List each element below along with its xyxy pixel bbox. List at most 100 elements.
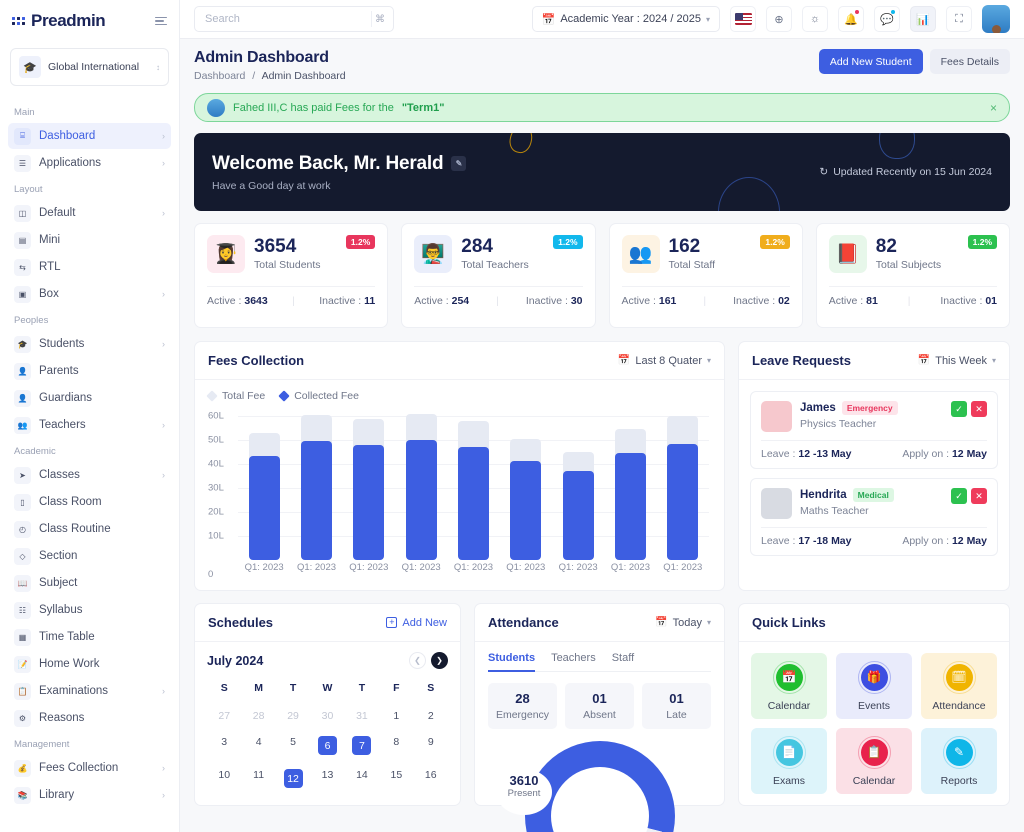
add-new-button[interactable]: ⊕ — [766, 6, 792, 32]
calendar-day[interactable]: 8 — [393, 736, 400, 748]
sidebar-item-class-routine[interactable]: ◴ Class Routine — [8, 516, 171, 542]
calendar-day[interactable]: 31 — [356, 710, 368, 722]
calendar-day[interactable]: 14 — [356, 769, 368, 781]
calendar-day[interactable]: 30 — [321, 710, 334, 722]
fees-period-dropdown[interactable]: 📅 Last 8 Quater ▾ — [618, 355, 711, 367]
quick-link-label: Calendar — [767, 699, 811, 712]
approve-button[interactable]: ✓ — [951, 488, 967, 504]
calendar-day[interactable]: 13 — [321, 769, 334, 781]
bar-group[interactable] — [343, 409, 395, 560]
calendar-day[interactable]: 9 — [427, 736, 434, 748]
bar-group[interactable] — [238, 409, 290, 560]
edit-icon[interactable]: ✎ — [451, 156, 467, 171]
layers-icon: ☰ — [14, 154, 31, 172]
sidebar-item-default[interactable]: ◫ Default › — [8, 200, 171, 226]
calendar-day[interactable]: 5 — [290, 736, 296, 748]
sidebar-item-dashboard[interactable]: ⌸ Dashboard › — [8, 123, 171, 149]
stat-footer: Active : 3643 | Inactive : 11 — [207, 286, 376, 307]
sidebar-item-section[interactable]: ◇ Section — [8, 543, 171, 569]
approve-button[interactable]: ✓ — [951, 401, 967, 417]
sidebar-item-students[interactable]: 🎓 Students › — [8, 331, 171, 357]
refresh-icon: ↻ — [819, 166, 829, 178]
notifications-button[interactable]: 🔔 — [838, 6, 864, 32]
sidebar-item-rtl[interactable]: ⇆ RTL — [8, 254, 171, 280]
sidebar-item-subject[interactable]: 📖 Subject — [8, 570, 171, 596]
bar-group[interactable] — [290, 409, 342, 560]
calendar-day[interactable]: 29 — [287, 710, 299, 722]
breadcrumb-root[interactable]: Dashboard — [194, 70, 246, 82]
tab-students[interactable]: Students — [488, 642, 536, 672]
quick-link-events[interactable]: 🎁 Events — [836, 653, 912, 719]
quick-link-reports[interactable]: ✎ Reports — [921, 728, 997, 794]
bar-group[interactable] — [604, 409, 656, 560]
prev-month-button[interactable]: ❮ — [409, 652, 426, 669]
tab-teachers[interactable]: Teachers — [551, 652, 596, 664]
sidebar-item-box[interactable]: ▣ Box › — [8, 281, 171, 307]
bar-collected-fee — [510, 460, 542, 560]
fullscreen-button[interactable]: ⛶ — [946, 6, 972, 32]
book-open-icon: 📖 — [14, 574, 31, 592]
search-input[interactable] — [194, 6, 394, 32]
calendar-day[interactable]: 4 — [255, 736, 262, 748]
close-icon[interactable]: × — [989, 100, 997, 115]
calendar-day[interactable]: 10 — [218, 769, 231, 781]
calendar-day[interactable]: 27 — [218, 710, 231, 722]
attendance-period-dropdown[interactable]: 📅 Today ▾ — [655, 617, 711, 629]
reject-button[interactable]: ✕ — [971, 488, 987, 504]
sidebar-item-label: Students — [39, 338, 85, 350]
bar-group[interactable] — [552, 409, 604, 560]
sidebar-item-class-room[interactable]: ▯ Class Room — [8, 489, 171, 515]
bar-group[interactable] — [447, 409, 499, 560]
quick-link-calendar[interactable]: 📋 Calendar — [836, 728, 912, 794]
calendar-day[interactable]: 12 — [276, 765, 310, 792]
add-new-schedule-button[interactable]: + Add New — [386, 617, 447, 629]
calendar-day[interactable]: 2 — [427, 710, 434, 722]
theme-toggle-button[interactable]: ☼ — [802, 6, 828, 32]
sidebar-item-guardians[interactable]: 👤 Guardians — [8, 385, 171, 411]
sidebar-item-time-table[interactable]: ▦ Time Table — [8, 624, 171, 650]
leave-period-dropdown[interactable]: 📅 This Week ▾ — [918, 355, 996, 367]
avatar[interactable] — [982, 5, 1010, 33]
bar-group[interactable] — [500, 409, 552, 560]
add-new-student-button[interactable]: Add New Student — [818, 49, 923, 74]
bar-group[interactable] — [395, 409, 447, 560]
reports-button[interactable]: 📊 — [910, 6, 936, 32]
school-selector[interactable]: 🎓 Global International ↕ — [10, 48, 169, 86]
sidebar-item-library[interactable]: 📚 Library › — [8, 782, 171, 808]
sidebar-item-syllabus[interactable]: ☷ Syllabus — [8, 597, 171, 623]
chevron-right-icon: › — [162, 470, 165, 480]
bar-group[interactable] — [657, 409, 709, 560]
language-flag-button[interactable] — [730, 6, 756, 32]
sidebar-item-applications[interactable]: ☰ Applications › — [8, 150, 171, 176]
sidebar-item-mini[interactable]: ▤ Mini — [8, 227, 171, 253]
x-tick-label: Q1: 2023 — [663, 562, 703, 573]
sidebar-item-fees-collection[interactable]: 💰 Fees Collection › — [8, 755, 171, 781]
calendar-day[interactable]: 6 — [310, 732, 344, 759]
tab-staff[interactable]: Staff — [611, 652, 635, 664]
sidebar-item-classes[interactable]: ➤ Classes › — [8, 462, 171, 488]
calendar-day[interactable]: 11 — [253, 769, 265, 781]
calendar-day[interactable]: 7 — [345, 732, 379, 759]
fees-details-button[interactable]: Fees Details — [929, 49, 1010, 74]
next-month-button[interactable]: ❯ — [431, 652, 448, 669]
calendar-day[interactable]: 3 — [221, 736, 228, 748]
calendar-day[interactable]: 16 — [424, 769, 437, 781]
sidebar-item-examinations[interactable]: 📋 Examinations › — [8, 678, 171, 704]
messages-button[interactable]: 💬 — [874, 6, 900, 32]
academic-year-selector[interactable]: 📅 Academic Year : 2024 / 2025 ▾ — [531, 6, 720, 32]
sidebar-item-parents[interactable]: 👤 Parents — [8, 358, 171, 384]
sidebar-toggle-icon[interactable] — [155, 16, 167, 26]
calendar-day[interactable]: 28 — [252, 710, 265, 722]
calendar-day[interactable]: 1 — [393, 710, 400, 722]
quick-link-attendance[interactable]: 🗓 Attendance — [921, 653, 997, 719]
quick-link-exams[interactable]: 📄 Exams — [751, 728, 827, 794]
quick-link-calendar[interactable]: 📅 Calendar — [751, 653, 827, 719]
bar-collected-fee — [300, 441, 332, 560]
calendar-day[interactable]: 15 — [390, 769, 403, 781]
stat-footer: Active : 81 | Inactive : 01 — [828, 286, 997, 307]
sidebar-item-reasons[interactable]: ⚙ Reasons — [8, 705, 171, 731]
reject-button[interactable]: ✕ — [971, 401, 987, 417]
sidebar-item-teachers[interactable]: 👥 Teachers › — [8, 412, 171, 438]
sidebar-item-home-work[interactable]: 📝 Home Work — [8, 651, 171, 677]
sidebar-item-label: Reasons — [39, 712, 85, 724]
